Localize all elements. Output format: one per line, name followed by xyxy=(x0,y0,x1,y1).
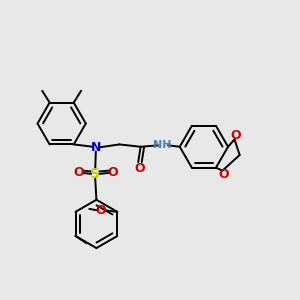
Text: O: O xyxy=(230,129,241,142)
Text: O: O xyxy=(96,204,106,217)
Text: NH: NH xyxy=(153,140,172,150)
Text: O: O xyxy=(218,168,229,181)
Text: S: S xyxy=(90,167,100,181)
Text: N: N xyxy=(91,141,101,154)
Text: O: O xyxy=(134,162,145,175)
Text: O: O xyxy=(74,166,84,179)
Text: O: O xyxy=(107,166,118,179)
